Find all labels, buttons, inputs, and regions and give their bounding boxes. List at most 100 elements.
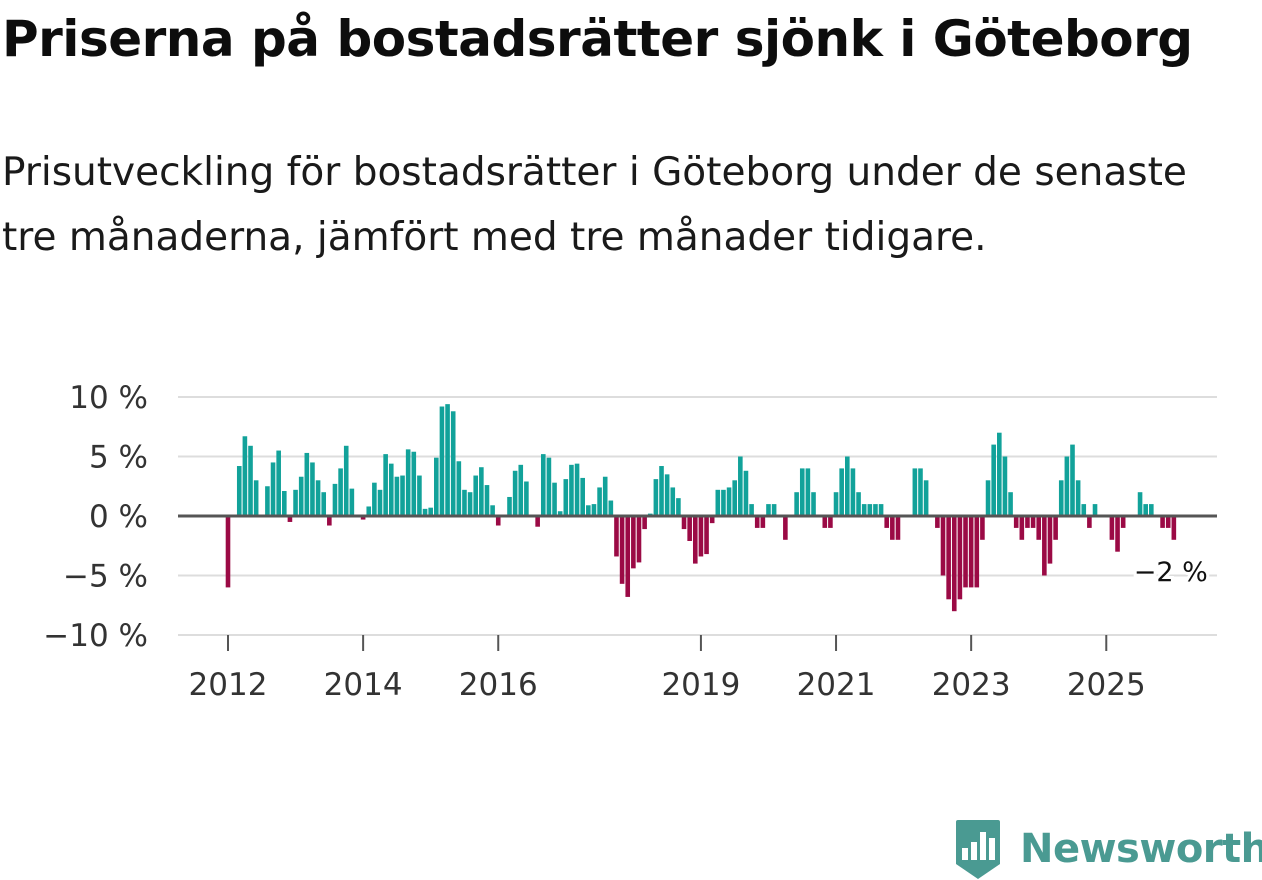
bar [315,480,321,516]
bar [507,496,512,516]
bar [1081,504,1087,516]
bar [462,489,467,516]
bar [625,516,631,597]
bar [1036,516,1042,540]
bar [287,516,293,522]
bar [799,468,805,516]
bar [490,505,495,516]
bar [1165,516,1171,528]
gridlines [178,396,1217,636]
bar [495,516,501,526]
bar [602,476,608,516]
annotations: −2 % [1131,554,1211,591]
bar [1171,516,1177,540]
bar [1120,516,1126,528]
bar [828,516,833,528]
y-tick-label: −5 % [63,559,148,595]
bar [935,516,940,528]
bar [557,511,563,516]
bar [388,463,394,516]
bar [619,516,625,584]
y-tick-label: 0 % [89,499,148,535]
bar [467,492,473,516]
chart-title: Priserna på bostadsrätter sjönk i Götebo… [2,10,1193,68]
bar [614,516,619,557]
bar [1075,480,1081,516]
bar [540,454,546,516]
bar [580,477,585,516]
bar [479,467,484,516]
bar [726,487,732,516]
bar [743,470,749,516]
x-tick-label: 2021 [797,667,876,703]
bar [687,516,692,541]
bar [394,476,400,516]
bar [1025,516,1030,528]
y-axis-labels: 10 % 5 % 0 % −5 % −10 % [43,380,148,654]
bar [524,481,529,516]
y-tick-label: 10 % [69,380,148,416]
bar [985,480,991,516]
bar [349,488,355,516]
bar [1137,492,1143,516]
bar [805,468,811,516]
bar [749,504,754,516]
bar [422,508,428,516]
bar [692,516,698,564]
bar [783,516,788,540]
bar [304,452,310,516]
bar [383,454,388,516]
bar [1030,516,1036,528]
bar [321,492,327,516]
bar [445,404,450,516]
bar [276,450,281,516]
x-tick-label: 2012 [189,667,268,703]
bar [270,462,276,516]
bar [794,492,799,516]
bar [698,516,704,557]
bar [912,468,918,516]
newsworthy-icon [956,820,1000,879]
bar [721,489,726,516]
bar [456,461,462,516]
x-tick-label: 2023 [932,667,1011,703]
bar [839,468,844,516]
bar [1013,516,1019,528]
bar [411,451,417,516]
bar [1149,504,1154,516]
bar [1070,444,1075,516]
bar [473,475,479,516]
bar [405,449,411,516]
bar [636,516,642,563]
bar [811,492,816,516]
bar [574,463,580,516]
bar [895,516,901,540]
bar [845,456,850,516]
y-tick-label: 5 % [89,440,148,476]
brand-logo: Newsworthy [952,818,1262,880]
bar [704,516,709,555]
bar [242,436,248,516]
bar [1092,504,1098,516]
bar [552,482,557,516]
bar [1053,516,1058,540]
bar [253,480,259,516]
bar [760,516,766,528]
bar [608,500,614,516]
last-value-label: −2 % [1134,557,1208,588]
bar [310,462,315,516]
bar [878,504,884,516]
bar [360,516,366,520]
x-tick-label: 2025 [1067,667,1146,703]
bar [586,505,591,516]
bar [867,504,873,516]
bar [338,468,343,516]
bar [1087,516,1092,528]
bar [439,406,445,516]
bar [884,516,890,528]
bar [653,479,659,516]
bar [738,456,743,516]
bar [236,466,242,516]
bar [766,504,771,516]
bars [225,404,1177,612]
